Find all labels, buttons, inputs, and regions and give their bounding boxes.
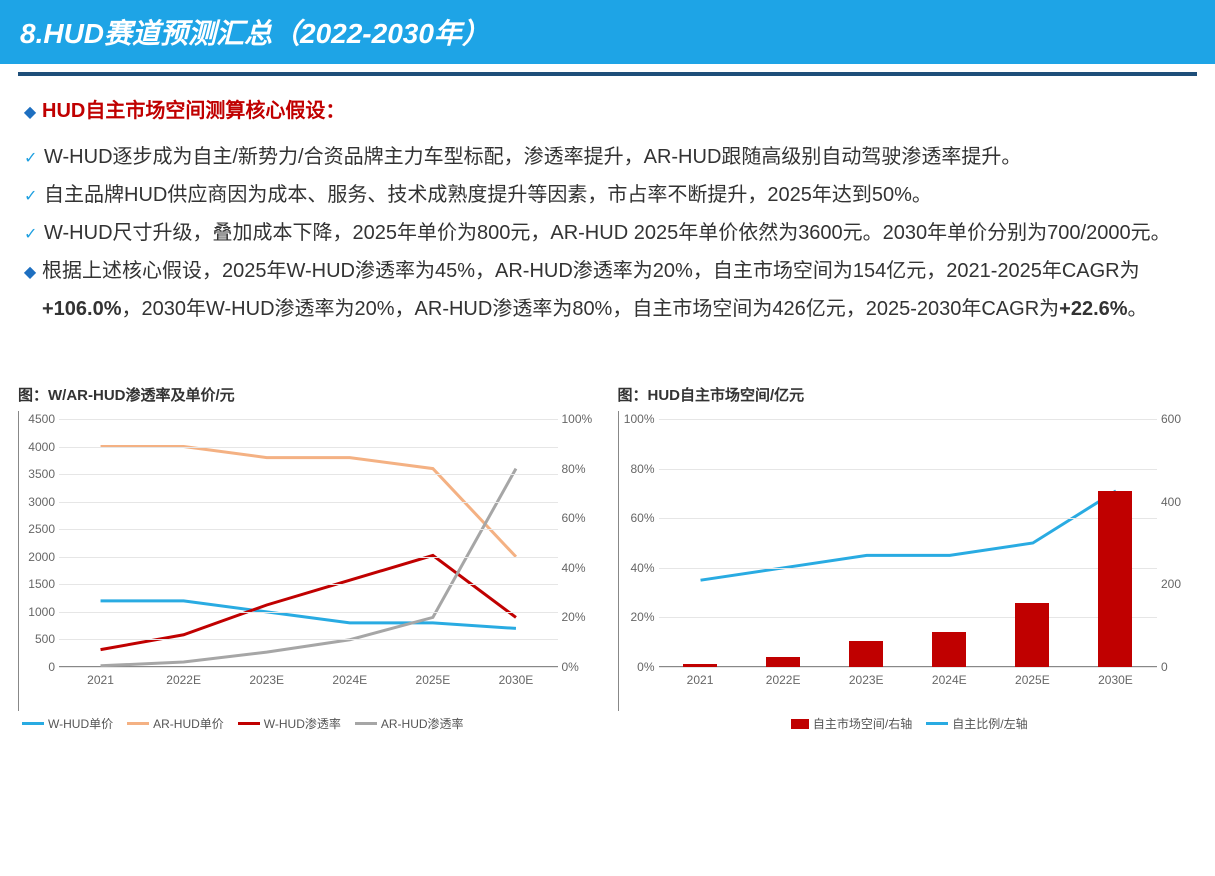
diamond-icon: ◆: [22, 99, 38, 126]
chart-1: 图：W/AR-HUD渗透率及单价/元 0 500 1000 1500 2000 2500 3…: [18, 384, 598, 732]
y1-tick: 20%: [619, 610, 655, 624]
x-tick: 2023E: [849, 673, 884, 687]
chart1-area: 0 500 1000 1500 2000 2500 3000 3500 4000 4500 0% 20…: [18, 411, 598, 711]
chart1-legend: W-HUD单价 AR-HUD单价 W-HUD渗透率 AR-HUD渗透率: [18, 715, 598, 732]
x-tick: 2022E: [766, 673, 801, 687]
x-tick: 2021: [687, 673, 714, 687]
y2-tick: 0: [1161, 660, 1197, 674]
legend-swatch: [127, 722, 149, 725]
x-tick: 2025E: [1015, 673, 1050, 687]
diamond-icon: ◆: [22, 259, 38, 286]
legend-swatch: [791, 719, 809, 729]
legend-item: W-HUD渗透率: [238, 715, 341, 732]
summary-text: 根据上述核心假设，2025年W-HUD渗透率为45%，AR-HUD渗透率为20%…: [42, 252, 1193, 328]
y1-tick: 4500: [19, 412, 55, 426]
y1-tick: 1000: [19, 605, 55, 619]
series-line: [101, 469, 516, 666]
legend-label: 自主比例/左轴: [952, 715, 1027, 732]
y2-tick: 60%: [562, 511, 598, 525]
bar: [932, 632, 966, 667]
y2-tick: 40%: [562, 561, 598, 575]
y2-tick: 100%: [562, 412, 598, 426]
check-icon: ✓: [24, 220, 38, 250]
chart-2: 图：HUD自主市场空间/亿元 0% 20% 40% 60% 80% 100% 0 200 400…: [618, 384, 1198, 732]
legend-item: W-HUD单价: [22, 715, 113, 732]
legend-label: AR-HUD渗透率: [381, 715, 464, 732]
legend-item: 自主比例/左轴: [926, 715, 1027, 732]
summary-line: ◆ 根据上述核心假设，2025年W-HUD渗透率为45%，AR-HUD渗透率为2…: [22, 252, 1193, 328]
heading-line: ◆ HUD自主市场空间测算核心假设：: [22, 94, 1193, 128]
y2-tick: 400: [1161, 495, 1197, 509]
y2-tick: 600: [1161, 412, 1197, 426]
y1-tick: 4000: [19, 440, 55, 454]
title-underline: [18, 72, 1197, 76]
x-tick: 2023E: [249, 673, 284, 687]
legend-item: AR-HUD渗透率: [355, 715, 464, 732]
x-tick: 2024E: [932, 673, 967, 687]
y1-tick: 1500: [19, 577, 55, 591]
legend-label: W-HUD单价: [48, 715, 113, 732]
y1-tick: 100%: [619, 412, 655, 426]
bar: [1098, 491, 1132, 667]
x-tick: 2024E: [332, 673, 367, 687]
legend-swatch: [238, 722, 260, 725]
legend-label: AR-HUD单价: [153, 715, 224, 732]
y1-tick: 2000: [19, 550, 55, 564]
y1-tick: 80%: [619, 462, 655, 476]
check-icon: ✓: [24, 182, 38, 212]
content-area: ◆ HUD自主市场空间测算核心假设： ✓W-HUD逐步成为自主/新势力/合资品牌…: [0, 94, 1215, 328]
y1-tick: 3500: [19, 467, 55, 481]
y2-tick: 0%: [562, 660, 598, 674]
legend-label: W-HUD渗透率: [264, 715, 341, 732]
y2-tick: 200: [1161, 577, 1197, 591]
legend-swatch: [22, 722, 44, 725]
x-tick: 2030E: [499, 673, 534, 687]
y1-tick: 40%: [619, 561, 655, 575]
bullet-line: ✓自主品牌HUD供应商因为成本、服务、技术成熟度提升等因素，市占率不断提升，20…: [24, 176, 1193, 214]
bullet-text: W-HUD逐步成为自主/新势力/合资品牌主力车型标配，渗透率提升，AR-HUD跟…: [44, 138, 1021, 176]
y2-tick: 80%: [562, 462, 598, 476]
x-tick: 2030E: [1098, 673, 1133, 687]
bullet-line: ✓W-HUD尺寸升级，叠加成本下降，2025年单价为800元，AR-HUD 20…: [24, 214, 1193, 252]
chart2-legend: 自主市场空间/右轴 自主比例/左轴: [618, 715, 1198, 732]
legend-label: 自主市场空间/右轴: [813, 715, 912, 732]
y1-tick: 2500: [19, 522, 55, 536]
y1-tick: 500: [19, 632, 55, 646]
x-tick: 2025E: [416, 673, 451, 687]
y1-tick: 3000: [19, 495, 55, 509]
bullet-line: ✓W-HUD逐步成为自主/新势力/合资品牌主力车型标配，渗透率提升，AR-HUD…: [24, 138, 1193, 176]
bar: [849, 641, 883, 667]
bar: [1015, 603, 1049, 667]
legend-item: 自主市场空间/右轴: [791, 715, 912, 732]
x-tick: 2021: [87, 673, 114, 687]
y1-tick: 0%: [619, 660, 655, 674]
legend-swatch: [926, 722, 948, 725]
legend-swatch: [355, 722, 377, 725]
y2-tick: 20%: [562, 610, 598, 624]
bullet-text: 自主品牌HUD供应商因为成本、服务、技术成熟度提升等因素，市占率不断提升，202…: [44, 176, 932, 214]
series-line: [101, 555, 516, 649]
series-line: [101, 601, 516, 629]
x-tick: 2022E: [166, 673, 201, 687]
y1-tick: 60%: [619, 511, 655, 525]
heading-text: HUD自主市场空间测算核心假设：: [42, 94, 345, 128]
legend-item: AR-HUD单价: [127, 715, 224, 732]
series-line: [700, 491, 1115, 580]
bar: [683, 664, 717, 667]
slide-title-bar: 8.HUD赛道预测汇总（2022-2030年）: [0, 0, 1215, 64]
bar: [766, 657, 800, 667]
chart1-title: 图：W/AR-HUD渗透率及单价/元: [18, 384, 598, 405]
charts-row: 图：W/AR-HUD渗透率及单价/元 050010001500200025003…: [0, 384, 1215, 732]
slide-title: 8.HUD赛道预测汇总（2022-2030年）: [20, 18, 490, 49]
bullet-text: W-HUD尺寸升级，叠加成本下降，2025年单价为800元，AR-HUD 202…: [44, 214, 1171, 252]
check-icon: ✓: [24, 144, 38, 174]
y1-tick: 0: [19, 660, 55, 674]
chart2-area: 0% 20% 40% 60% 80% 100% 0 200 400 600 2021 2022E 202…: [618, 411, 1198, 711]
chart2-title: 图：HUD自主市场空间/亿元: [618, 384, 1198, 405]
